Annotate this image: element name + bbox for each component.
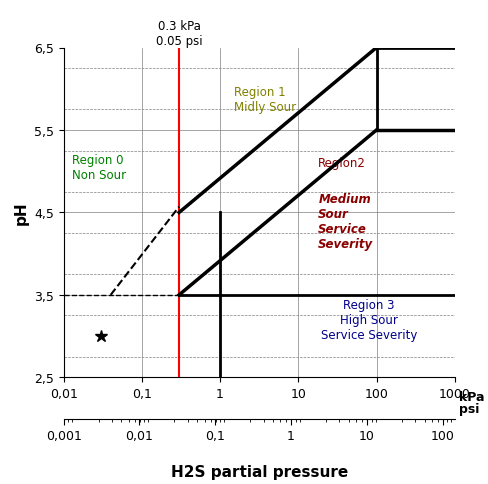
Text: kPa: kPa xyxy=(458,391,483,404)
Text: H2S partial pressure: H2S partial pressure xyxy=(170,464,347,479)
Text: Region2: Region2 xyxy=(318,157,366,170)
Text: Region 1
Midly Sour: Region 1 Midly Sour xyxy=(233,86,295,114)
Text: 0.3 kPa
0.05 psi: 0.3 kPa 0.05 psi xyxy=(156,20,202,48)
Text: psi: psi xyxy=(458,403,478,415)
Text: Medium
Sour
Service
Severity: Medium Sour Service Severity xyxy=(318,193,373,250)
Text: Region 0
Non Sour: Region 0 Non Sour xyxy=(72,154,126,182)
Text: Region 3
High Sour
Service Severity: Region 3 High Sour Service Severity xyxy=(320,299,416,341)
Y-axis label: pH: pH xyxy=(13,201,28,225)
